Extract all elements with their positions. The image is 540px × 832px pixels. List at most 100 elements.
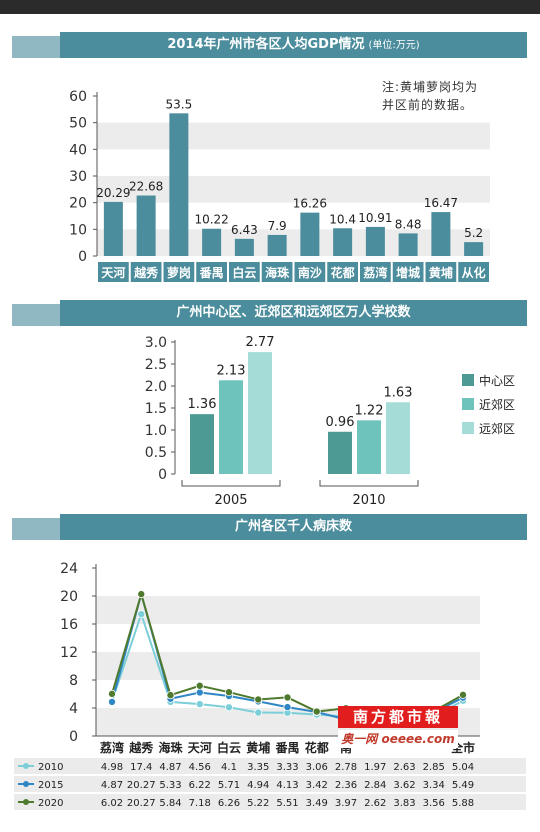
grid-band — [96, 652, 480, 680]
chart1-note: 注:黄埔萝岗均为 并区前的数据。 — [382, 78, 478, 114]
bar-value-label: 16.47 — [424, 196, 458, 210]
bar-value-label: 2.13 — [217, 363, 246, 378]
table-cell: 3.83 — [393, 798, 415, 809]
table-cell: 2.78 — [335, 762, 357, 773]
bar-value-label: 2.77 — [246, 335, 275, 350]
chart1-banner: 2014年广州市各区人均GDP情况 (单位:万元) — [12, 32, 527, 58]
y-tick-label: 4 — [69, 701, 78, 717]
legend-label: 中心区 — [479, 373, 515, 388]
x-tick-label: 番禺 — [274, 740, 299, 755]
y-tick-label: 0 — [78, 249, 87, 265]
category-label: 2005 — [214, 493, 247, 508]
table-cell: 6.26 — [218, 798, 240, 809]
table-cell: 3.34 — [423, 780, 445, 791]
table-cell: 4.1 — [221, 762, 237, 773]
category-label: 天河 — [101, 265, 125, 280]
table-cell: 4.94 — [247, 780, 269, 791]
legend-swatch — [462, 398, 474, 410]
table-cell: 4.98 — [101, 762, 123, 773]
banner-main — [60, 32, 527, 58]
table-cell: 2.36 — [335, 780, 357, 791]
category-label-bg — [261, 262, 293, 282]
bar — [464, 242, 484, 256]
category-label: 花都 — [331, 265, 355, 280]
x-tick-label: 黄埔 — [246, 740, 270, 755]
table-cell: 5.71 — [218, 780, 240, 791]
table-cell: 5.51 — [276, 798, 298, 809]
bar-value-label: 1.63 — [384, 385, 413, 400]
category-label: 2010 — [352, 493, 385, 508]
logo-main: 南方都市報 — [338, 706, 458, 728]
table-cell: 4.56 — [189, 762, 211, 773]
data-point — [224, 703, 233, 712]
table-cell: 6.02 — [101, 798, 123, 809]
table-cell: 5.33 — [159, 780, 181, 791]
category-label-bg — [98, 262, 129, 282]
y-tick-label: 20 — [60, 589, 78, 605]
table-cell: 6.22 — [189, 780, 211, 791]
bar — [234, 238, 254, 256]
table-cell: 17.4 — [130, 762, 152, 773]
category-label: 白云 — [232, 265, 256, 280]
data-point — [254, 708, 263, 717]
table-cell: 3.35 — [247, 762, 269, 773]
category-label: 黄埔 — [429, 265, 453, 280]
bar — [190, 414, 214, 474]
table-cell: 3.49 — [306, 798, 328, 809]
data-point — [195, 700, 204, 709]
group-bracket — [319, 480, 419, 487]
table-cell: 5.49 — [452, 780, 474, 791]
data-point — [195, 681, 204, 690]
bar-value-label: 1.22 — [355, 403, 384, 418]
table-cell: 20.27 — [127, 780, 156, 791]
data-point — [254, 695, 263, 704]
table-row-bg — [14, 776, 526, 792]
y-tick-label: 8 — [69, 673, 78, 689]
bar — [333, 228, 353, 256]
table-cell: 5.04 — [452, 762, 474, 773]
y-tick-label: 2.0 — [145, 379, 167, 395]
grid-band — [97, 229, 490, 256]
bar-value-label: 6.43 — [231, 223, 258, 237]
bar-value-label: 10.91 — [358, 211, 392, 225]
x-tick-label: 海珠 — [158, 740, 183, 755]
bar — [169, 113, 189, 256]
banner-ribbon — [12, 36, 64, 58]
bar-value-label: 22.68 — [129, 180, 163, 194]
table-cell: 2.85 — [423, 762, 445, 773]
y-tick-label: 10 — [69, 222, 87, 238]
bar-value-label: 10.4 — [329, 212, 356, 226]
y-tick-label: 0 — [69, 729, 78, 745]
category-label: 越秀 — [133, 265, 159, 280]
category-label: 增城 — [396, 265, 420, 280]
category-label-bg — [327, 262, 358, 282]
y-tick-label: 12 — [60, 645, 78, 661]
table-row-bg — [14, 794, 526, 810]
category-label: 从化 — [462, 265, 486, 280]
category-label-bg — [196, 262, 227, 282]
bar — [328, 431, 352, 474]
y-tick-label: 0.5 — [145, 445, 167, 461]
bar — [103, 201, 123, 256]
y-tick-label: 16 — [60, 617, 78, 633]
legend-swatch — [462, 374, 474, 386]
table-cell: 5.88 — [452, 798, 474, 809]
table-cell: 3.42 — [306, 780, 328, 791]
y-tick-label: 0 — [158, 467, 167, 483]
bar-value-label: 16.26 — [293, 197, 327, 211]
bar — [136, 195, 156, 256]
y-tick-label: 3.0 — [145, 335, 167, 351]
table-cell: 2.63 — [393, 762, 415, 773]
y-tick-label: 40 — [69, 142, 87, 158]
legend-swatch — [462, 422, 474, 434]
bar — [398, 233, 418, 256]
bar — [267, 234, 287, 256]
table-cell: 2.84 — [364, 780, 386, 791]
x-tick-label: 花都 — [305, 740, 329, 755]
category-label: 海珠 — [265, 265, 290, 280]
bar-value-label: 0.96 — [326, 415, 355, 430]
data-point — [458, 690, 467, 699]
y-tick-label: 60 — [69, 89, 87, 105]
x-tick-label: 荔湾 — [99, 740, 124, 755]
data-point — [108, 689, 117, 698]
